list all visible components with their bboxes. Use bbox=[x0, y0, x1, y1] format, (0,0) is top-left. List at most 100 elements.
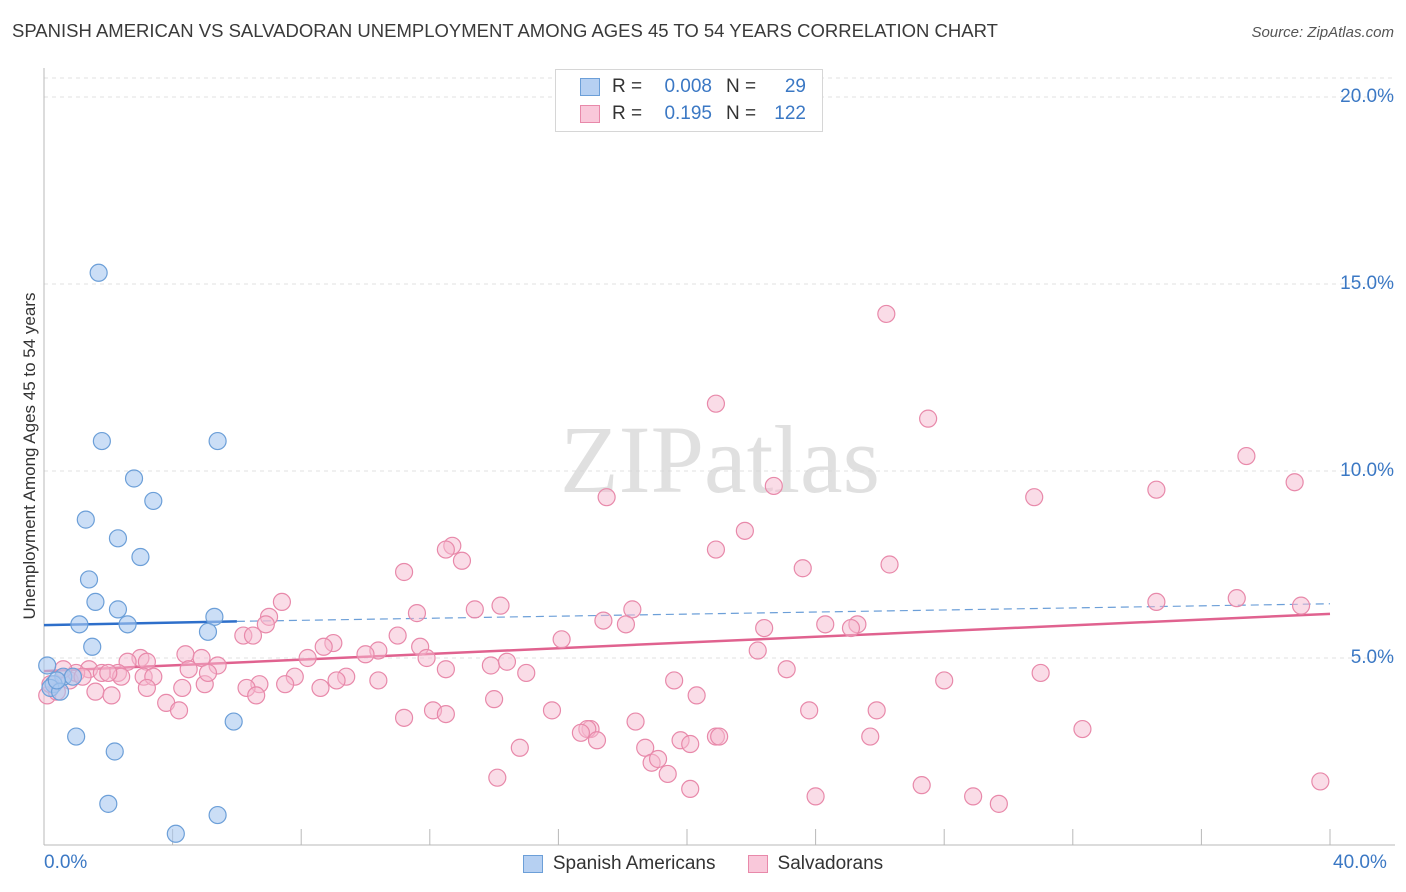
salvadoran-point bbox=[99, 663, 118, 683]
salvadoran-point bbox=[192, 648, 211, 668]
spanish-american-point bbox=[205, 607, 224, 626]
salvadoran-point bbox=[793, 559, 812, 578]
chart-title: SPANISH AMERICAN VS SALVADORAN UNEMPLOYM… bbox=[12, 20, 998, 41]
salvadoran-point bbox=[1291, 596, 1311, 615]
spanish-american-point bbox=[92, 431, 111, 451]
salvadoran-point bbox=[1285, 473, 1304, 492]
legend-row-salvadorans: R = 0.195 N = 122 bbox=[580, 103, 806, 125]
salvadoran-point bbox=[311, 678, 330, 698]
spanish-american-point bbox=[208, 431, 227, 451]
spanish-american-point bbox=[208, 805, 227, 825]
salvadoran-point bbox=[777, 660, 796, 679]
salvadoran-point bbox=[407, 604, 427, 623]
salvadoran-point bbox=[665, 671, 684, 690]
spanish-american-point bbox=[47, 671, 66, 690]
salvadoran-point bbox=[1073, 719, 1092, 739]
salvadoran-point bbox=[272, 592, 292, 612]
legend-item-salvadorans[interactable]: Salvadorans bbox=[747, 853, 883, 875]
salvadoran-point bbox=[626, 712, 645, 731]
spanish-american-point bbox=[124, 469, 144, 488]
salvadoran-point bbox=[436, 660, 455, 679]
salvadoran-point bbox=[491, 596, 510, 615]
legend-swatch-blue bbox=[580, 78, 600, 96]
salvadoran-point bbox=[880, 555, 899, 574]
salvadoran-point bbox=[816, 615, 835, 634]
salvadoran-point bbox=[841, 618, 861, 638]
salvadoran-point bbox=[488, 768, 507, 787]
spanish-american-point bbox=[105, 742, 124, 761]
spanish-american-point bbox=[86, 592, 105, 612]
salvadoran-point bbox=[247, 686, 266, 705]
salvadoran-point bbox=[388, 626, 407, 645]
spanish-american-point bbox=[99, 794, 118, 813]
spanish-americans-trend-extension bbox=[236, 603, 1331, 622]
spanish-american-point bbox=[67, 727, 86, 746]
salvadoran-point bbox=[1025, 488, 1044, 507]
spanish-american-point bbox=[70, 615, 89, 634]
salvadoran-point bbox=[919, 409, 938, 428]
salvadoran-point bbox=[867, 701, 886, 720]
x-tick-label-max: 40.0% bbox=[1333, 852, 1387, 873]
legend-n-label: N = bbox=[726, 76, 757, 97]
salvadoran-point bbox=[1311, 772, 1330, 791]
salvadoran-point bbox=[542, 701, 562, 720]
salvadoran-point bbox=[748, 641, 767, 660]
spanish-american-point bbox=[131, 547, 150, 567]
legend-swatch-blue bbox=[522, 855, 543, 873]
legend-n-value: 122 bbox=[774, 103, 806, 124]
legend-item-spanish-americans[interactable]: Spanish Americans bbox=[522, 853, 716, 875]
salvadoran-point bbox=[436, 540, 455, 559]
salvadoran-point bbox=[179, 660, 198, 679]
salvadoran-point bbox=[571, 723, 591, 742]
salvadoran-point bbox=[1147, 480, 1166, 499]
salvadoran-point bbox=[636, 738, 655, 757]
salvadoran-point bbox=[597, 488, 616, 507]
salvadoran-point bbox=[616, 615, 636, 634]
salvadoran-point bbox=[176, 645, 195, 664]
salvadoran-point bbox=[465, 600, 484, 619]
legend-r-value: 0.008 bbox=[664, 76, 712, 97]
salvadoran-point bbox=[658, 764, 677, 784]
salvadoran-point bbox=[436, 704, 455, 724]
salvadorans-points bbox=[38, 304, 1330, 813]
salvadoran-point bbox=[510, 738, 529, 757]
salvadoran-point bbox=[102, 686, 121, 705]
x-tick-label-min: 0.0% bbox=[44, 852, 88, 873]
salvadoran-point bbox=[989, 794, 1008, 813]
salvadoran-point bbox=[764, 476, 783, 496]
salvadoran-point bbox=[356, 645, 375, 664]
salvadoran-point bbox=[735, 521, 754, 540]
salvadorans-trend-line bbox=[43, 612, 1331, 673]
salvadoran-point bbox=[256, 615, 275, 634]
spanish-american-point bbox=[108, 529, 128, 548]
legend-swatch-pink bbox=[580, 105, 600, 123]
salvadoran-point bbox=[552, 630, 571, 649]
salvadoran-point bbox=[1147, 592, 1166, 612]
salvadoran-point bbox=[861, 727, 880, 746]
salvadoran-point bbox=[912, 776, 931, 795]
legend-n-label: N = bbox=[726, 103, 757, 124]
salvadoran-point bbox=[800, 701, 819, 720]
salvadoran-point bbox=[681, 734, 700, 754]
salvadoran-point bbox=[806, 787, 825, 806]
y-tick-label: 5.0% bbox=[1350, 647, 1394, 668]
salvadoran-point bbox=[623, 600, 642, 619]
salvadoran-point bbox=[517, 663, 536, 683]
spanish-american-point bbox=[118, 615, 137, 634]
legend-label: Spanish Americans bbox=[552, 853, 716, 874]
axes bbox=[43, 68, 1395, 846]
salvadoran-point bbox=[497, 652, 517, 671]
stats-legend: R = 0.008 N = 29 R = 0.195 N = 122 bbox=[555, 69, 823, 132]
salvadoran-point bbox=[964, 787, 983, 806]
salvadoran-point bbox=[369, 671, 388, 690]
spanish-american-point bbox=[89, 263, 108, 282]
salvadoran-point bbox=[173, 678, 192, 698]
salvadoran-point bbox=[169, 701, 189, 720]
salvadoran-point bbox=[394, 562, 414, 582]
spanish-americans-points bbox=[38, 263, 243, 843]
salvadoran-point bbox=[485, 690, 504, 709]
y-tick-label: 10.0% bbox=[1340, 460, 1394, 481]
legend-n-value: 29 bbox=[784, 76, 806, 97]
salvadoran-point bbox=[687, 686, 706, 705]
